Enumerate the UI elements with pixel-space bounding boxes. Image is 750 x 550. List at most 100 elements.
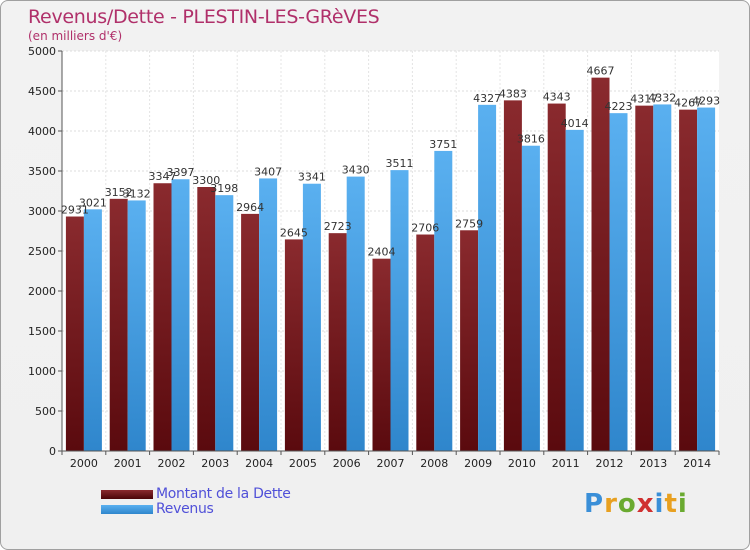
- legend: Montant de la Dette Revenus: [101, 486, 401, 517]
- data-label-revenus: 4014: [561, 117, 589, 130]
- bar-revenus: [609, 113, 628, 451]
- data-label-dette: 4317: [630, 93, 658, 106]
- x-tick-label: 2008: [420, 457, 448, 470]
- legend-label-revenus: Revenus: [156, 501, 214, 517]
- bar-revenus: [521, 145, 540, 451]
- x-tick-label: 2011: [552, 457, 580, 470]
- bar-revenus: [653, 104, 672, 451]
- legend-swatch-dette: [101, 490, 153, 499]
- data-label-revenus: 3751: [429, 138, 457, 151]
- bar-dette: [65, 216, 84, 451]
- x-tick-label: 2001: [114, 457, 142, 470]
- y-tick-label: 3500: [28, 165, 56, 178]
- data-label-revenus: 3407: [254, 165, 282, 178]
- chart-subtitle: (en milliers d'€): [28, 29, 123, 43]
- x-tick-label: 2007: [377, 457, 405, 470]
- data-label-dette: 4383: [499, 87, 527, 100]
- bar-revenus: [478, 104, 497, 451]
- x-tick-label: 2010: [508, 457, 536, 470]
- data-label-dette: 3152: [105, 186, 133, 199]
- x-tick-label: 2005: [289, 457, 317, 470]
- legend-item-dette: Montant de la Dette: [101, 486, 401, 502]
- bar-revenus: [215, 195, 234, 451]
- bar-dette: [679, 109, 698, 451]
- data-label-revenus: 3021: [79, 196, 107, 209]
- data-label-dette: 3300: [192, 174, 220, 187]
- logo-letter: i: [677, 489, 688, 519]
- x-tick-label: 2002: [158, 457, 186, 470]
- x-tick-label: 2014: [683, 457, 711, 470]
- data-label-revenus: 3397: [167, 166, 195, 179]
- data-label-revenus: 3430: [342, 164, 370, 177]
- x-tick-label: 2013: [639, 457, 667, 470]
- data-label-dette: 2759: [455, 217, 483, 230]
- bar-revenus: [83, 209, 102, 451]
- data-label-dette: 3347: [149, 170, 177, 183]
- data-label-dette: 2964: [236, 201, 264, 214]
- bar-dette: [109, 198, 128, 451]
- logo-letter: o: [617, 489, 637, 519]
- y-tick-label: 3000: [28, 205, 56, 218]
- y-tick-label: 2500: [28, 245, 56, 258]
- bar-revenus: [346, 176, 365, 451]
- x-tick-label: 2003: [201, 457, 229, 470]
- bar-revenus: [127, 200, 146, 451]
- logo-letter: r: [604, 489, 618, 519]
- bar-dette: [635, 105, 654, 451]
- y-tick-label: 4500: [28, 85, 56, 98]
- logo-letter: i: [654, 489, 665, 519]
- data-label-revenus: 3198: [210, 182, 238, 195]
- x-tick-label: 2009: [464, 457, 492, 470]
- y-tick-label: 0: [49, 445, 56, 458]
- bar-revenus: [171, 179, 190, 452]
- bar-dette: [284, 239, 303, 451]
- bar-dette: [153, 183, 172, 452]
- x-tick-label: 2006: [333, 457, 361, 470]
- bar-dette: [547, 103, 566, 451]
- y-tick-label: 5000: [28, 45, 56, 58]
- data-label-dette: 4267: [674, 97, 702, 110]
- data-label-revenus: 3816: [517, 133, 545, 146]
- data-label-dette: 4343: [543, 91, 571, 104]
- data-label-revenus: 4327: [473, 92, 501, 105]
- bar-revenus: [565, 129, 584, 451]
- y-tick-label: 500: [35, 405, 56, 418]
- data-label-revenus: 4223: [605, 100, 633, 113]
- logo-letter: x: [636, 489, 655, 519]
- bar-revenus: [390, 170, 409, 451]
- bar-revenus: [434, 150, 453, 452]
- legend-item-revenus: Revenus: [101, 501, 401, 517]
- bar-dette: [197, 187, 216, 451]
- proxiti-logo: Proxiti: [584, 489, 688, 519]
- y-tick-label: 1000: [28, 365, 56, 378]
- y-tick-label: 2000: [28, 285, 56, 298]
- chart-title: Revenus/Dette - PLESTIN-LES-GRèVES: [28, 6, 380, 28]
- data-label-dette: 2723: [324, 220, 352, 233]
- legend-swatch-revenus: [101, 505, 153, 514]
- data-label-dette: 2931: [61, 204, 89, 217]
- bar-dette: [328, 233, 347, 451]
- data-label-revenus: 4293: [692, 95, 720, 108]
- bar-revenus: [302, 183, 321, 451]
- y-tick-label: 4000: [28, 125, 56, 138]
- data-label-revenus: 3132: [123, 187, 151, 200]
- bar-dette: [591, 77, 610, 451]
- bar-dette: [460, 230, 479, 451]
- x-tick-label: 2012: [596, 457, 624, 470]
- bar-dette: [241, 213, 260, 451]
- x-tick-label: 2000: [70, 457, 98, 470]
- bar-dette: [372, 258, 391, 451]
- x-tick-label: 2004: [245, 457, 273, 470]
- bar-revenus: [697, 107, 716, 451]
- data-label-dette: 2404: [368, 246, 396, 259]
- logo-letter: P: [584, 489, 605, 519]
- data-label-dette: 4667: [587, 65, 615, 78]
- bar-revenus: [259, 178, 278, 451]
- bar-dette: [503, 100, 522, 452]
- data-label-revenus: 4332: [648, 91, 676, 104]
- logo-letter: t: [664, 489, 678, 519]
- data-label-revenus: 3511: [386, 157, 414, 170]
- data-label-dette: 2706: [411, 222, 439, 235]
